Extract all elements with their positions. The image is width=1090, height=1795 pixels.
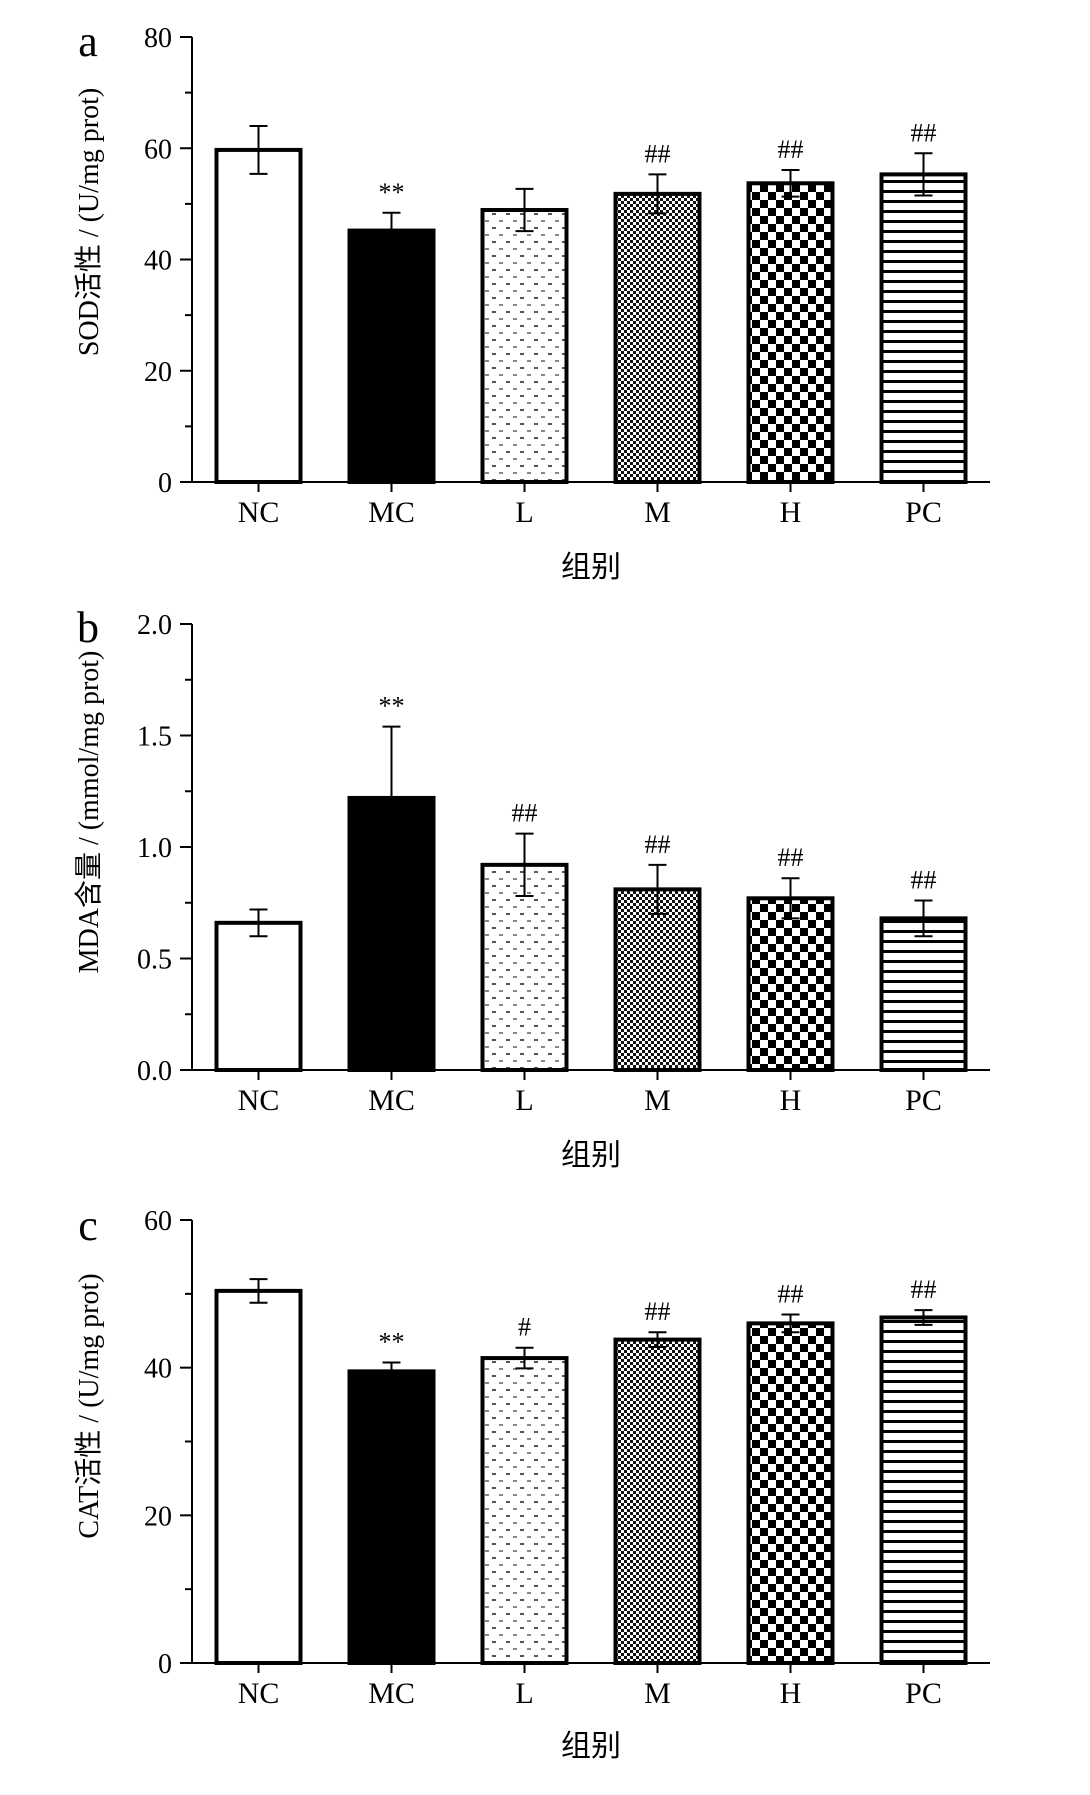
significance-label: ** [379, 692, 405, 721]
y-tick-label: 0 [158, 1649, 172, 1680]
x-tick-label: NC [238, 496, 280, 529]
x-tick-label: L [515, 1677, 533, 1710]
y-tick-label: 0 [158, 468, 172, 499]
bar-h [746, 1321, 835, 1666]
bar-l [480, 1356, 569, 1666]
y-tick-label: 60 [144, 1206, 172, 1237]
bar-nc [214, 920, 303, 1072]
x-tick-label: L [515, 496, 533, 529]
y-tick-label: 0.0 [137, 1056, 172, 1087]
significance-label: ## [911, 866, 937, 895]
x-tick-label: NC [238, 1084, 280, 1117]
panel-letter: b [77, 603, 99, 652]
x-axis-title: 组别 [561, 551, 621, 584]
bar-nc [214, 1288, 303, 1665]
x-tick-label: L [515, 1084, 533, 1117]
x-tick-label: PC [905, 496, 942, 529]
x-tick-label: NC [238, 1677, 280, 1710]
y-tick-label: 40 [144, 246, 172, 277]
significance-label: ## [512, 799, 538, 828]
x-tick-label: H [780, 1677, 802, 1710]
bar-pc [879, 916, 968, 1072]
bar-nc [214, 147, 303, 484]
bar-pc [879, 1315, 968, 1665]
x-axis-title: 组别 [561, 1730, 621, 1763]
y-tick-label: 1.0 [137, 833, 172, 864]
y-axis-title: CAT活性 / (U/mg prot) [73, 1273, 105, 1538]
y-tick-label: 80 [144, 23, 172, 54]
y-tick-label: 2.0 [137, 610, 172, 641]
y-tick-label: 60 [144, 134, 172, 165]
x-tick-label: M [644, 1084, 671, 1117]
panel-a: a SOD活性 / (U/mg prot) 组别 0 20 40 60 80 NC ** MC… [73, 17, 990, 584]
y-tick-label: 0.5 [137, 945, 172, 976]
plot-area-a: 0 20 40 60 80 NC ** MC L ## M ## H ## PC [144, 23, 990, 529]
bar-mc [347, 228, 436, 484]
bar-h [746, 181, 835, 484]
x-tick-label: MC [368, 496, 415, 529]
bar-mc [347, 1369, 436, 1665]
panel-letter: a [78, 17, 98, 66]
y-axis-title: SOD活性 / (U/mg prot) [73, 88, 105, 356]
x-tick-label: H [780, 496, 802, 529]
y-tick-label: 40 [144, 1354, 172, 1385]
significance-label: ## [911, 1275, 937, 1304]
significance-label: ## [645, 1297, 671, 1326]
x-tick-label: PC [905, 1084, 942, 1117]
x-tick-label: MC [368, 1677, 415, 1710]
y-tick-label: 1.5 [137, 722, 172, 753]
bar-m [613, 887, 702, 1072]
x-tick-label: MC [368, 1084, 415, 1117]
bar-h [746, 896, 835, 1072]
significance-label: ## [778, 1280, 804, 1309]
y-axis-title: MDA含量 / (mmol/mg prot) [73, 651, 105, 974]
significance-label: ** [379, 1327, 405, 1356]
bar-m [613, 191, 702, 485]
panel-c: c CAT活性 / (U/mg prot) 组别 0 20 40 60 NC ** MC # L… [73, 1201, 990, 1763]
x-axis-title: 组别 [561, 1139, 621, 1172]
x-tick-label: PC [905, 1677, 942, 1710]
bar-m [613, 1337, 702, 1665]
panel-b: b MDA含量 / (mmol/mg prot) 组别 0.0 0.5 1.0 1.5… [73, 603, 990, 1172]
significance-label: ## [645, 830, 671, 859]
significance-label: ## [778, 843, 804, 872]
plot-area-c: 0 20 40 60 NC ** MC # L ## M ## H ## PC [144, 1206, 990, 1710]
y-tick-label: 20 [144, 1501, 172, 1532]
significance-label: ## [645, 139, 671, 168]
x-tick-label: M [644, 1677, 671, 1710]
significance-label: # [518, 1313, 531, 1342]
panel-letter: c [78, 1201, 98, 1250]
significance-label: ## [911, 118, 937, 147]
x-tick-label: H [780, 1084, 802, 1117]
y-tick-label: 20 [144, 357, 172, 388]
significance-label: ** [379, 178, 405, 207]
x-tick-label: M [644, 496, 671, 529]
significance-label: ## [778, 135, 804, 164]
bar-pc [879, 172, 968, 485]
plot-area-b: 0.0 0.5 1.0 1.5 2.0 NC ** MC ## L ## M ## H ## PC [137, 610, 990, 1117]
bar-l [480, 207, 569, 484]
